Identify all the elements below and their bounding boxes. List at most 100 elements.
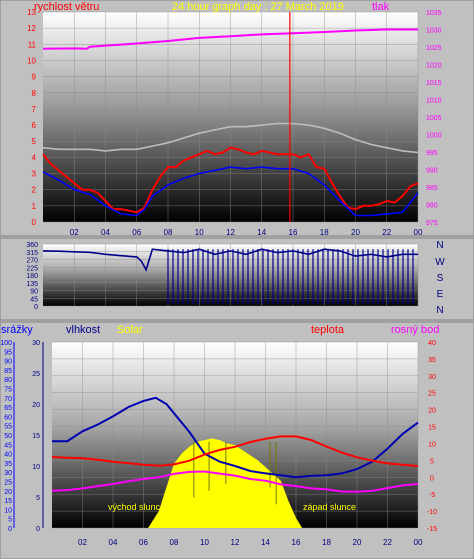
temp-series-line-2: [51, 470, 419, 493]
pressure-axis-title: tlak: [372, 1, 390, 13]
temp-tick-label: 0: [430, 475, 434, 482]
pressure-tick-label: 1030: [426, 28, 442, 35]
wind-x-tick-label: 16: [289, 228, 298, 237]
humidity-tick-label: 30: [32, 340, 40, 347]
compass-label: S: [437, 273, 444, 284]
pressure-tick-label: 1010: [426, 98, 442, 105]
wind-tick-label: 13: [27, 8, 36, 17]
rain-tick-label: 35: [4, 461, 12, 468]
humidity-tick-label: 25: [32, 371, 40, 378]
temp-tick-label: 35: [428, 357, 436, 364]
pressure-tick-label: 975: [426, 220, 438, 227]
direction-tick-label: 0: [34, 304, 38, 311]
wind-tick-label: 3: [32, 170, 37, 179]
wind-series-line-2: [42, 166, 419, 217]
wind-x-tick-label: 04: [101, 228, 110, 237]
dewpoint-axis-title: rosný bod: [391, 324, 439, 336]
rain-tick-label: 0: [8, 526, 12, 533]
sunrise-label: východ slunce: [108, 502, 165, 512]
pressure-tick-label: 985: [426, 185, 438, 192]
axis-labels: 0123456789101112139759809859909951000100…: [0, 8, 445, 547]
pressure-tick-label: 1005: [426, 115, 442, 122]
temp-series-line-1: [51, 435, 419, 468]
compass-label: E: [437, 289, 444, 300]
temp-tick-label: 5: [430, 458, 434, 465]
rain-tick-label: 15: [4, 498, 12, 505]
wind-tick-label: 8: [32, 89, 37, 98]
direction-tick-label: 270: [26, 258, 38, 265]
wind-tick-label: 0: [32, 218, 37, 227]
rain-tick-label: 20: [4, 489, 12, 496]
rain-tick-label: 60: [4, 414, 12, 421]
wind-x-tick-label: 06: [132, 228, 141, 237]
humidity-tick-label: 15: [32, 433, 40, 440]
humidity-tick-label: 5: [36, 495, 40, 502]
temp-x-tick-label: 00: [414, 538, 423, 547]
wind-x-tick-label: 22: [382, 228, 391, 237]
direction-tick-label: 360: [26, 242, 38, 249]
pressure-tick-label: 980: [426, 203, 438, 210]
temp-x-tick-label: 20: [353, 538, 362, 547]
direction-tick-label: 135: [26, 281, 38, 288]
temp-x-tick-label: 06: [139, 538, 148, 547]
wind-series-line-1: [42, 122, 419, 154]
pressure-tick-label: 995: [426, 150, 438, 157]
temp-tick-label: 20: [428, 408, 436, 415]
compass-label: W: [435, 257, 445, 268]
solar-axis-title: Solar: [117, 324, 143, 336]
wind-tick-label: 5: [32, 137, 37, 146]
wind-x-tick-label: 18: [320, 228, 329, 237]
direction-tick-label: 225: [26, 265, 38, 272]
grid-lines: [43, 11, 419, 529]
pressure-tick-label: 1000: [426, 133, 442, 140]
rain-tick-label: 70: [4, 396, 12, 403]
wind-tick-label: 12: [27, 24, 36, 33]
wind-x-tick-label: 00: [414, 228, 423, 237]
rain-tick-label: 80: [4, 377, 12, 384]
rain-tick-label: 25: [4, 480, 12, 487]
wind-tick-label: 10: [27, 56, 36, 65]
temp-tick-label: 15: [428, 425, 436, 432]
rain-tick-label: 5: [8, 517, 12, 524]
wind-series-line-0: [42, 146, 419, 214]
chart-title: 24 hour graph day : 27 March 2019: [172, 1, 344, 13]
pressure-tick-label: 1025: [426, 45, 442, 52]
rain-tick-label: 75: [4, 387, 12, 394]
direction-tick-label: 315: [26, 250, 38, 257]
pressure-tick-label: 1035: [426, 10, 442, 17]
temp-series-line-0: [52, 396, 419, 479]
chart-marks: [42, 12, 419, 528]
wind-tick-label: 4: [32, 153, 37, 162]
temp-tick-label: -15: [427, 526, 437, 533]
humidity-tick-label: 20: [32, 402, 40, 409]
direction-tick-label: 45: [30, 296, 38, 303]
wind-tick-label: 9: [32, 73, 37, 82]
rain-tick-label: 100: [0, 340, 12, 347]
wind-tick-label: 1: [32, 202, 37, 211]
wind-tick-label: 2: [32, 186, 37, 195]
direction-tick-label: 180: [26, 273, 38, 280]
rain-tick-label: 95: [4, 349, 12, 356]
rain-tick-label: 85: [4, 368, 12, 375]
direction-tick-label: 90: [30, 289, 38, 296]
temp-tick-label: 40: [428, 340, 436, 347]
temp-x-tick-label: 12: [231, 538, 240, 547]
temperature-axis-title: teplota: [311, 324, 345, 336]
rain-tick-label: 45: [4, 442, 12, 449]
wind-x-tick-label: 20: [351, 228, 360, 237]
temp-x-tick-label: 22: [383, 538, 392, 547]
sunset-label: západ slunce: [303, 502, 356, 512]
wind-tick-label: 6: [32, 121, 37, 130]
pressure-tick-label: 990: [426, 168, 438, 175]
rain-tick-label: 90: [4, 359, 12, 366]
wind-tick-label: 11: [28, 40, 37, 49]
temp-x-tick-label: 04: [109, 538, 118, 547]
temp-tick-label: 25: [428, 391, 436, 398]
humidity-tick-label: 0: [36, 526, 40, 533]
wind-x-tick-label: 10: [195, 228, 204, 237]
rain-tick-label: 10: [4, 507, 12, 514]
temp-tick-label: 10: [428, 441, 436, 448]
rain-tick-label: 55: [4, 424, 12, 431]
